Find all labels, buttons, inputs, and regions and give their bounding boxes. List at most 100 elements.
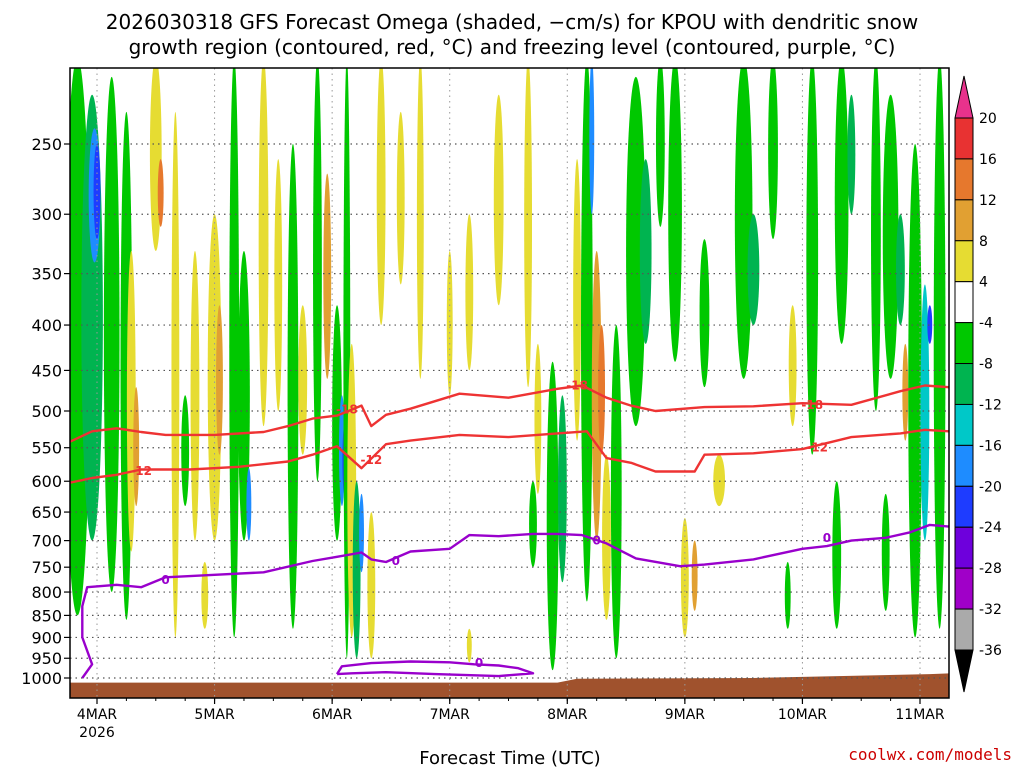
omega-cell-38 [534,343,542,494]
credit-link[interactable]: coolwx.com/models [848,745,1012,764]
omega-cell-77 [201,562,209,629]
colorbar-tick-16: 16 [979,152,997,168]
omega-cell-16 [246,468,252,541]
contour-0C [81,523,949,679]
omega-cell-21 [313,68,322,482]
colorbar-tick--16: -16 [979,438,1002,454]
omega-cell-56 [734,68,753,379]
colorbar-seg-9 [954,485,974,528]
y-tick-label-850: 850 [31,606,62,625]
omega-cell-34 [446,250,453,396]
contour-label-0C-2: 0 [592,534,600,548]
omega-cell-19 [287,144,299,629]
contour--18C [70,384,949,443]
plot-area: -18 -18 -18 -12 -12 -12 0 0 0 0 0 [70,68,949,698]
y-tick-label-1000: 1000 [21,669,62,688]
chart-title-line2: growth region (contoured, red, °C) and f… [129,35,896,59]
y-tick-label-700: 700 [31,532,62,551]
colorbar-tick--32: -32 [979,602,1002,618]
y-axis: 250 300 350 400 450 500 550 600 650 700 750 800 850 9… [21,135,70,688]
omega-cell-52 [680,517,689,638]
contour-label--12C-2: -12 [806,441,828,455]
plot-frame [69,67,950,699]
x-tick-sublabel-4MAR: 2026 [79,725,115,741]
contour-label--12C-0: -12 [130,464,152,478]
omega-cell-11 [190,250,200,541]
x-tick-label-6MAR: 6MAR [312,707,353,723]
y-tick-label-450: 450 [31,361,62,380]
omega-cell-18 [274,159,283,411]
omega-cell-30 [367,512,376,659]
omega-cell-53 [691,540,698,611]
colorbar-seg-0 [954,117,974,160]
omega-cell-54 [699,239,710,388]
omega-cell-51 [668,68,682,362]
omega-cell-70 [933,68,946,629]
colorbar-seg-4 [954,281,974,324]
y-tick-label-250: 250 [31,135,62,154]
omega-cell-29 [359,493,364,573]
colorbar-seg-2 [954,199,974,242]
x-tick-label-7MAR: 7MAR [430,707,471,723]
omega-cell-67 [908,144,922,638]
x-tick-label-4MAR: 4MAR [77,707,118,723]
contour-label--12C-1: -12 [360,453,382,467]
contour--12C [70,428,949,484]
y-tick-label-400: 400 [31,316,62,335]
colorbar-seg-6 [954,363,974,405]
omega-cell-49 [639,159,652,344]
colorbar-seg-11 [954,567,974,610]
chart-title-line1: 2026030318 GFS Forecast Omega (shaded, −… [106,10,918,34]
omega-cell-7 [133,387,140,507]
colorbar-tick-20: 20 [979,111,997,127]
x-tick-label-5MAR: 5MAR [194,707,235,723]
colorbar: 20 16 12 8 4 -4 -8 -12 -16 -20 -24 -28 -32 -36 [954,75,1002,693]
colorbar-tick--28: -28 [979,561,1002,577]
contour-layer: -18 -18 -18 -12 -12 -12 0 0 0 0 0 [70,379,949,679]
omega-cell-13 [216,305,223,455]
omega-cell-71 [881,493,890,611]
omega-cell-60 [806,68,819,455]
contour-label--18C-1: -18 [566,379,588,393]
omega-cell-66 [902,343,909,441]
colorbar-tick--36: -36 [979,643,1002,659]
x-tick-label-10MAR: 10MAR [778,707,827,723]
y-tick-label-550: 550 [31,439,62,458]
omega-cell-76 [181,395,190,507]
omega-cell-44 [591,250,602,541]
colorbar-seg-1 [954,158,974,201]
omega-cell-31 [376,68,386,326]
colorbar-tick--24: -24 [979,520,1002,536]
contour-label-0C-low-0: 0 [475,656,483,670]
y-tick-label-950: 950 [31,649,62,668]
colorbar-tick-8: 8 [979,234,988,250]
colorbar-seg-8 [954,444,974,487]
omega-cell-42 [581,68,593,602]
omega-cell-39 [546,361,559,671]
omega-cell-63 [871,68,881,411]
omega-cell-72 [832,481,842,629]
omega-cell-15 [238,250,250,541]
contour-label--18C-2: -18 [801,398,823,412]
omega-cell-20 [298,305,308,455]
y-tick-label-800: 800 [31,583,62,602]
omega-cell-75 [466,628,472,663]
x-tick-label-8MAR: 8MAR [547,707,588,723]
terrain-surface [70,673,949,698]
omega-cell-40 [557,395,567,583]
x-tick-label-11MAR: 11MAR [895,707,944,723]
colorbar-seg-5 [954,322,974,365]
omega-cell-74 [529,481,537,568]
x-axis: 4MAR 2026 5MAR 6MAR 7MAR 8MAR 9MAR 10MAR 11MAR [77,698,945,741]
contour-label-0C-1: 0 [392,554,400,568]
omega-cell-68 [920,284,930,541]
omega-cell-69 [927,305,933,344]
omega-cell-65 [895,214,905,326]
y-tick-label-900: 900 [31,628,62,647]
omega-cell-47 [610,325,622,659]
colorbar-seg-3 [954,240,974,283]
colorbar-bottom-triangle [954,649,974,693]
y-tick-label-600: 600 [31,472,62,491]
omega-cell-55 [713,454,726,507]
